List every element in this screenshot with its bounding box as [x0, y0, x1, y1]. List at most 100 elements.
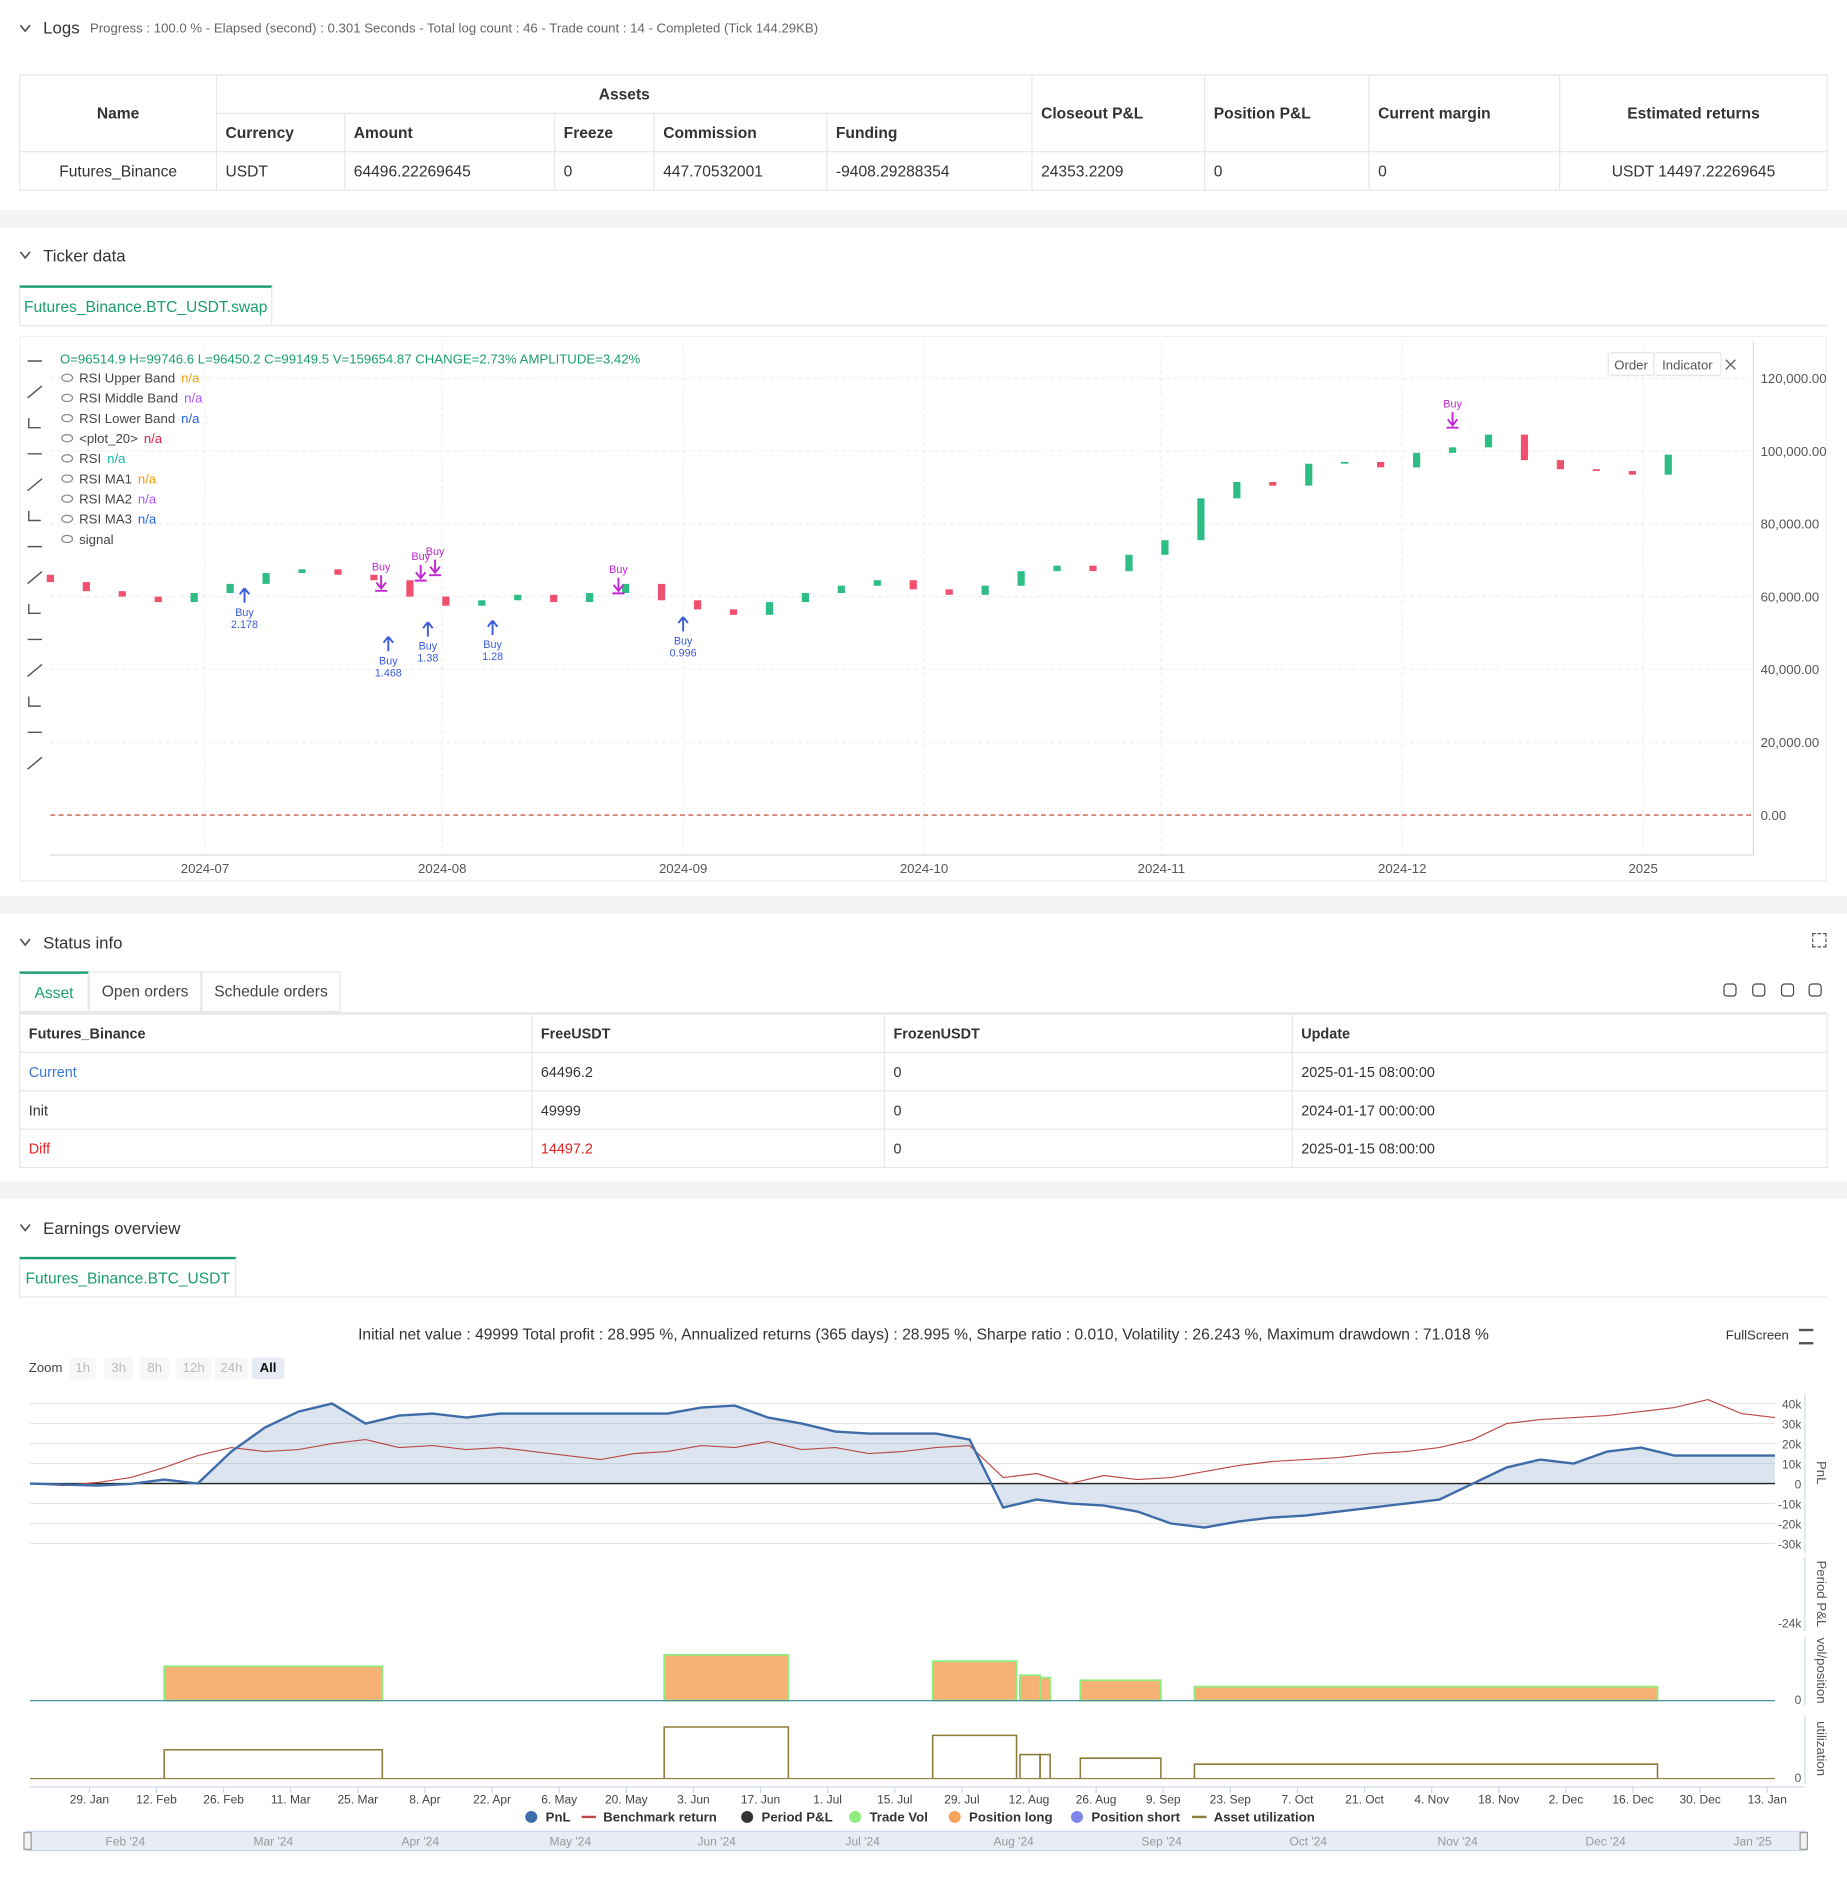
legend-name: RSI Lower Band — [79, 411, 175, 426]
toolbar-icon[interactable] — [1723, 983, 1737, 997]
header-cell: Assets — [215, 74, 1033, 114]
navigator-handle[interactable] — [23, 1831, 32, 1850]
y-tick-label: 120,000.00 — [1761, 371, 1827, 386]
x-tick-label: 2024-10 — [900, 861, 948, 876]
x-tick-label: 16. Dec — [1612, 1793, 1653, 1807]
legend-label[interactable]: Asset utilization — [1214, 1810, 1315, 1825]
visibility-icon[interactable] — [61, 474, 74, 483]
chevron — [19, 938, 31, 947]
navigator-label: Dec '24 — [1585, 1835, 1626, 1849]
legend-name: RSI Upper Band — [79, 371, 175, 386]
navigator[interactable] — [25, 1830, 1807, 1852]
data-cell: 0 — [554, 151, 655, 191]
toolbar-icon[interactable] — [1808, 983, 1822, 997]
expand-icon[interactable] — [1812, 933, 1827, 948]
tab[interactable]: Asset — [19, 971, 89, 1013]
tool-icon[interactable] — [28, 696, 41, 707]
section-title: Earnings overview — [43, 1218, 181, 1238]
performance-summary: Initial net value : 49999 Total profit :… — [358, 1325, 1489, 1344]
x-tick-label: 12. Feb — [136, 1793, 177, 1807]
legend-value: n/a — [181, 371, 200, 386]
tab[interactable]: Futures_Binance.BTC_USDT.swap — [19, 285, 273, 327]
header-cell: Freeze — [554, 112, 655, 153]
legend-name: RSI MA2 — [79, 491, 132, 506]
signal-arrow — [238, 587, 251, 603]
section-divider — [0, 209, 1847, 228]
candle — [1484, 434, 1493, 448]
position-block — [1079, 1679, 1162, 1702]
zoom-button[interactable]: All — [251, 1357, 285, 1380]
toolbar-icon[interactable] — [1752, 983, 1766, 997]
zoom-button[interactable]: 24h — [214, 1357, 249, 1380]
signal-label: Buy — [609, 564, 628, 576]
pnl-area — [29, 1403, 1775, 1528]
data-cell: 447.70532001 — [653, 151, 828, 191]
menu-icon[interactable] — [1798, 1328, 1814, 1345]
y-tick-label: -20k — [1778, 1517, 1802, 1531]
x-tick-label: 29. Jul — [944, 1793, 979, 1807]
y-tick-label: 0 — [1795, 1477, 1802, 1491]
tool-icon[interactable] — [27, 571, 43, 585]
tool-icon[interactable] — [27, 385, 43, 399]
axis-title: vol/position — [1814, 1638, 1829, 1704]
zoom-button[interactable]: 1h — [69, 1357, 96, 1380]
data-cell: 0 — [1368, 151, 1561, 191]
toolbar-icon[interactable] — [1780, 983, 1795, 997]
header-cell: Name — [19, 74, 218, 153]
tab[interactable]: Schedule orders — [201, 971, 341, 1013]
zoom-button[interactable]: 12h — [176, 1357, 212, 1380]
expand-icon[interactable] — [1725, 359, 1736, 370]
tool-icon[interactable] — [28, 418, 41, 429]
x-tick-label: 2024-08 — [418, 861, 466, 876]
visibility-icon[interactable] — [61, 454, 74, 463]
collapse-icon[interactable] — [19, 251, 31, 261]
tab[interactable]: Open orders — [88, 971, 202, 1013]
collapse-icon[interactable] — [19, 1223, 31, 1233]
visibility-icon[interactable] — [61, 494, 74, 503]
section-divider — [0, 895, 1847, 914]
chart-button[interactable] — [1653, 351, 1722, 376]
fullscreen-button[interactable]: FullScreen — [1725, 1328, 1789, 1344]
candle — [478, 600, 486, 606]
legend-label[interactable]: Period P&L — [762, 1810, 833, 1825]
tool-icon[interactable] — [27, 756, 43, 770]
candle — [586, 592, 594, 603]
zoom-button[interactable]: 3h — [104, 1357, 134, 1380]
visibility-icon[interactable] — [61, 373, 74, 382]
visibility-icon[interactable] — [61, 514, 74, 524]
legend-label[interactable]: PnL — [546, 1810, 571, 1825]
candle — [657, 583, 666, 601]
visibility-icon[interactable] — [61, 413, 74, 423]
legend-label[interactable]: Trade Vol — [869, 1810, 927, 1825]
tool-icon[interactable] — [27, 663, 43, 677]
tool-icon[interactable] — [28, 603, 41, 615]
y-tick-label: 60,000.00 — [1761, 589, 1820, 604]
legend-label[interactable]: Benchmark return — [603, 1810, 717, 1825]
tool-icon[interactable] — [28, 510, 41, 522]
collapse-icon[interactable] — [19, 938, 31, 948]
y-tick-label: 100,000.00 — [1761, 444, 1827, 459]
trade-signal: Buy — [426, 546, 445, 577]
candle — [945, 589, 953, 595]
visibility-icon[interactable] — [61, 434, 74, 443]
legend-symbol — [741, 1810, 754, 1823]
legend-label[interactable]: Position long — [969, 1810, 1053, 1825]
legend-label[interactable]: Position short — [1091, 1810, 1180, 1825]
tool-icon[interactable] — [27, 478, 43, 492]
signal-amount: 0.996 — [670, 648, 697, 660]
tab[interactable]: Futures_Binance.BTC_USDT — [19, 1256, 237, 1298]
data-cell: Futures_Binance — [19, 151, 218, 191]
x-tick-label: 26. Aug — [1076, 1793, 1117, 1807]
visibility-icon[interactable] — [61, 393, 74, 403]
collapse-icon[interactable] — [19, 24, 31, 34]
visibility-icon[interactable] — [61, 534, 74, 544]
signal-amount: 1.38 — [417, 653, 438, 665]
legend-entry: signal — [79, 532, 114, 547]
navigator-handle[interactable] — [1799, 1831, 1808, 1850]
zoom-button[interactable]: 8h — [140, 1357, 170, 1380]
logs-table: Name Assets Closeout P&L Position P&L Curren… — [19, 74, 1828, 191]
x-tick-label: 26. Feb — [203, 1793, 244, 1807]
